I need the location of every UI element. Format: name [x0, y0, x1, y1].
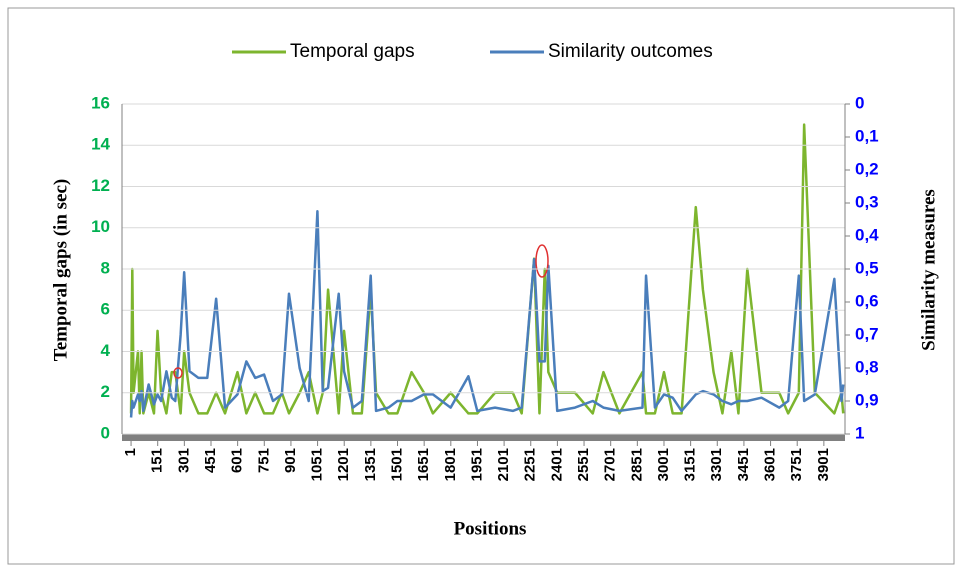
y2-tick-label: 0,4: [855, 225, 879, 244]
y-tick-label: 16: [91, 93, 110, 112]
chart-border: [7, 7, 955, 565]
y2-tick-label: 0,7: [855, 324, 879, 343]
y2-tick-label: 0,9: [855, 390, 879, 409]
x-tick-label: 3751: [788, 448, 805, 481]
y-tick-label: 14: [91, 135, 110, 154]
x-axis-label: Positions: [454, 518, 527, 539]
y-tick-label: 8: [101, 258, 110, 277]
x-tick-label: 3901: [815, 448, 832, 481]
legend-label: Temporal gaps: [290, 41, 415, 62]
x-tick-label: 751: [255, 448, 272, 473]
x-tick-label: 1951: [468, 448, 485, 481]
x-tick-label: 901: [282, 448, 299, 473]
x-tick-label: 2401: [548, 448, 565, 481]
highlight-circle: [173, 367, 183, 379]
y2-tick-label: 0,6: [855, 291, 879, 310]
x-tick-label: 151: [149, 448, 166, 473]
x-tick-label: 1: [122, 448, 139, 456]
x-tick-label: 1501: [388, 448, 405, 481]
y-tick-label: 12: [91, 176, 110, 195]
y2-tick-label: 0,1: [855, 126, 879, 145]
x-tick-label: 1351: [362, 448, 379, 481]
x-tick-label: 2701: [602, 448, 619, 481]
x-tick-label: 2551: [575, 448, 592, 481]
axis-floor: [122, 434, 845, 441]
x-tick-label: 2251: [522, 448, 539, 481]
x-tick-label: 301: [175, 448, 192, 473]
legend-label: Similarity outcomes: [548, 41, 713, 62]
x-tick-label: 2851: [628, 448, 645, 481]
x-tick-label: 3151: [682, 448, 699, 481]
x-tick-label: 3301: [708, 448, 725, 481]
y-axis-label: Temporal gaps (in sec): [50, 179, 71, 361]
y-tick-label: 6: [101, 300, 110, 319]
y-tick-label: 0: [101, 423, 110, 442]
x-tick-label: 451: [202, 448, 219, 473]
x-tick-label: 601: [229, 448, 246, 473]
highlight-circle: [535, 244, 549, 278]
plot-area: [129, 123, 845, 418]
x-tick-label: 1051: [309, 448, 326, 481]
x-tick-label: 3451: [735, 448, 752, 481]
x-tick-label: 1651: [415, 448, 432, 481]
y-tick-label: 4: [101, 341, 111, 360]
x-tick-label: 1801: [442, 448, 459, 481]
y-tick-label: 2: [101, 382, 110, 401]
y2-tick-label: 0,8: [855, 357, 879, 376]
y2-tick-label: 0,3: [855, 192, 879, 211]
y2-axis-label: Similarity measures: [918, 189, 939, 351]
series-line: [129, 210, 845, 418]
x-tick-label: 3001: [655, 448, 672, 481]
x-tick-label: 3601: [762, 448, 779, 481]
y2-tick-label: 0,5: [855, 258, 879, 277]
y2-tick-label: 1: [855, 423, 864, 442]
y2-tick-label: 0: [855, 93, 864, 112]
y-tick-label: 10: [91, 217, 110, 236]
y2-tick-label: 0,2: [855, 159, 879, 178]
x-tick-label: 2101: [495, 448, 512, 481]
x-tick-label: 1201: [335, 448, 352, 481]
